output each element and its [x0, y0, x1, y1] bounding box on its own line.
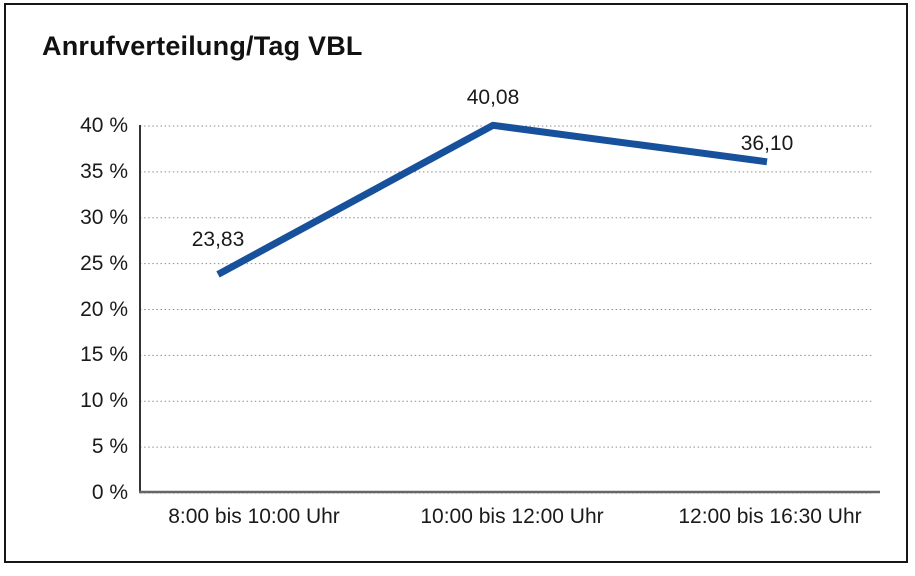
- y-tick-label: 40 %: [80, 114, 128, 137]
- y-tick-label: 25 %: [80, 251, 128, 275]
- axes: [139, 125, 880, 494]
- y-tick-label: 20 %: [80, 297, 128, 321]
- chart-title: Anrufverteilung/Tag VBL: [42, 31, 363, 61]
- y-tick-label: 5 %: [91, 435, 128, 459]
- x-axis-label: 12:00 bis 16:30 Uhr: [678, 505, 862, 528]
- data-label: 40,08: [466, 86, 520, 110]
- y-tick-label: 0 %: [91, 481, 128, 504]
- x-axis-label: 10:00 bis 12:00 Uhr: [420, 505, 604, 528]
- series-polyline: [216, 121, 768, 278]
- data-label: 23,83: [191, 228, 245, 252]
- y-tick-label: 35 %: [80, 159, 128, 183]
- x-axis-label: 8:00 bis 10:00 Uhr: [168, 505, 340, 528]
- data-label: 36,10: [740, 131, 794, 155]
- y-tick-label: 15 %: [80, 343, 128, 367]
- gridlines: [140, 125, 874, 494]
- chart-frame-border: [4, 3, 908, 563]
- series-line: [216, 121, 768, 278]
- y-tick-label: 10 %: [80, 389, 128, 413]
- y-tick-label: 30 %: [80, 205, 128, 229]
